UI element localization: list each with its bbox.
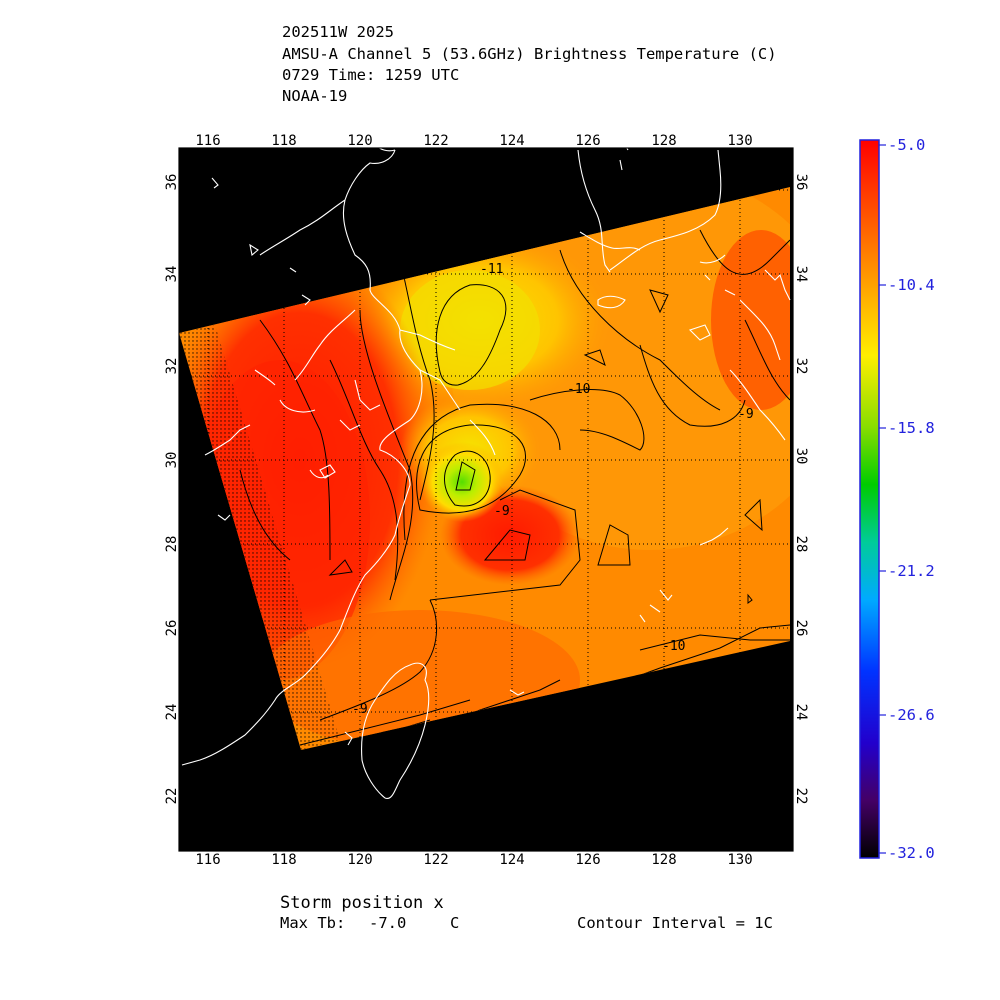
lon-tick: 124 bbox=[499, 852, 524, 868]
map-frame bbox=[178, 147, 794, 852]
lon-tick: 128 bbox=[651, 852, 676, 868]
lat-tick: 26 bbox=[793, 620, 809, 637]
contour-labels: -11 -10 -10 -9 -9 -9 bbox=[352, 262, 754, 717]
lon-tick: 118 bbox=[271, 852, 296, 868]
contour-label: -10 bbox=[662, 639, 685, 654]
product-title: AMSU-A Channel 5 (53.6GHz) Brightness Te… bbox=[282, 45, 777, 63]
colorbar-ticks bbox=[879, 144, 886, 854]
lat-tick: 32 bbox=[793, 358, 809, 375]
lat-tick: 22 bbox=[793, 788, 809, 805]
lon-ticks-top: 116 118 120 122 124 126 128 130 bbox=[195, 133, 752, 149]
lat-ticks-right: 22 24 26 28 30 32 34 36 bbox=[793, 174, 809, 805]
coastlines bbox=[181, 148, 791, 800]
swath bbox=[179, 187, 790, 750]
product-id: 202511W 2025 bbox=[282, 23, 394, 41]
lat-tick: 24 bbox=[793, 704, 809, 721]
colorbar-label: -26.6 bbox=[888, 706, 935, 724]
lon-tick: 122 bbox=[423, 852, 448, 868]
contour-label: -9 bbox=[494, 504, 510, 519]
contour-label: -9 bbox=[352, 702, 368, 717]
lat-tick: 34 bbox=[793, 266, 809, 283]
lat-tick: 22 bbox=[164, 788, 180, 805]
satellite-label: NOAA-19 bbox=[282, 87, 348, 105]
lon-tick: 130 bbox=[727, 133, 752, 149]
lon-tick: 128 bbox=[651, 133, 676, 149]
lon-tick: 116 bbox=[195, 133, 220, 149]
lon-tick: 118 bbox=[271, 133, 296, 149]
max-tb-unit: C bbox=[450, 914, 460, 932]
lat-tick: 34 bbox=[164, 266, 180, 283]
lon-tick: 130 bbox=[727, 852, 752, 868]
lat-tick: 36 bbox=[793, 174, 809, 191]
colorbar-label: -10.4 bbox=[888, 276, 935, 294]
lat-tick: 36 bbox=[164, 174, 180, 191]
lat-tick: 30 bbox=[164, 452, 180, 469]
lon-tick: 124 bbox=[499, 133, 524, 149]
colorbar-label: -5.0 bbox=[888, 136, 926, 154]
colorbar-label: -21.2 bbox=[888, 562, 935, 580]
contour-label: -11 bbox=[480, 262, 503, 277]
lat-tick: 26 bbox=[164, 620, 180, 637]
colorbar bbox=[859, 139, 880, 859]
lon-tick: 120 bbox=[347, 133, 372, 149]
colorbar-label: -15.8 bbox=[888, 419, 935, 437]
lat-tick: 28 bbox=[793, 536, 809, 553]
contour-label: -10 bbox=[567, 382, 590, 397]
storm-position-label: Storm position x bbox=[280, 893, 444, 913]
lat-tick: 30 bbox=[793, 448, 809, 465]
lat-tick: 24 bbox=[164, 704, 180, 721]
lon-tick: 120 bbox=[347, 852, 372, 868]
max-tb-value: -7.0 bbox=[369, 914, 407, 932]
lat-tick: 28 bbox=[164, 536, 180, 553]
lon-tick: 126 bbox=[575, 133, 600, 149]
lon-tick: 126 bbox=[575, 852, 600, 868]
lat-ticks-left: 22 24 26 28 30 32 34 36 bbox=[164, 174, 180, 805]
lon-tick: 122 bbox=[423, 133, 448, 149]
time-label: 0729 Time: 1259 UTC bbox=[282, 66, 460, 84]
lon-ticks-bottom: 116 118 120 122 124 126 128 130 bbox=[195, 852, 752, 868]
lat-tick: 32 bbox=[164, 358, 180, 375]
colorbar-label: -32.0 bbox=[888, 844, 935, 862]
contour-interval: Contour Interval = 1C bbox=[577, 914, 773, 932]
contour-label: -9 bbox=[738, 407, 754, 422]
lon-tick: 116 bbox=[195, 852, 220, 868]
max-tb-label: Max Tb: bbox=[280, 914, 346, 932]
